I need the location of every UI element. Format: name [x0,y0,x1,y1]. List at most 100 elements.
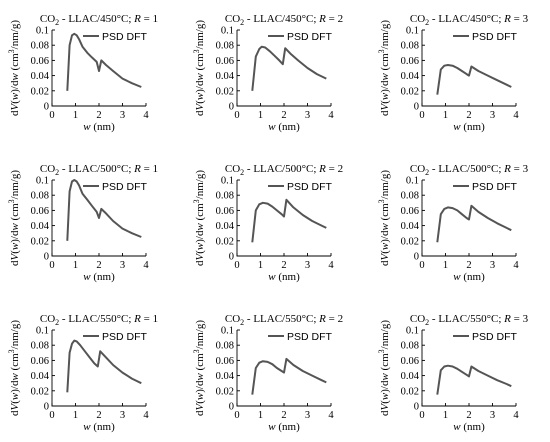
x-tick-label: 0 [49,110,54,121]
legend-label: PSD DFT [472,181,518,193]
legend-label: PSD DFT [472,31,518,43]
series-line-psd-dft [66,339,142,393]
y-tick-label: 0.08 [31,191,49,202]
y-axis-label: dV(w)/dw (cm3/nm/g) [377,320,391,416]
legend: PSD DFT [83,331,148,343]
x-tick-label: 3 [120,260,125,271]
y-tick-label: 0.04 [216,71,235,82]
x-tick-label: 4 [328,410,334,421]
chart-title: CO2 - LLAC/550°C; R = 1 [40,313,158,327]
y-tick-label: 0 [44,402,49,413]
x-axis-label: w (nm) [83,421,115,433]
y-tick-label: 0.06 [31,356,49,367]
legend: PSD DFT [83,31,148,43]
series-line-psd-dft [66,32,142,91]
x-tick-label: 4 [513,410,519,421]
x-tick-label: 1 [73,110,78,121]
y-tick-label: 0.1 [406,26,419,37]
y-tick-label: 0.08 [401,41,419,52]
x-tick-label: 3 [120,110,125,121]
y-tick-label: 0.06 [401,56,419,67]
y-tick-label: 0.1 [36,176,49,187]
y-tick-label: 0.08 [401,341,419,352]
x-tick-label: 0 [49,260,54,271]
y-axis-label: dV(w)/dw (cm3/nm/g) [7,320,21,416]
y-tick-label: 0.02 [401,386,419,397]
y-tick-label: 0.02 [216,86,234,97]
x-tick-label: 3 [490,110,495,121]
y-tick-label: 0.02 [401,86,419,97]
series-line-psd-dft [66,179,142,241]
chart-panel-5: CO2 - LLAC/500°C; R = 2 0 1 2 3 4 0 0.02 0.04 0.0… [192,163,343,283]
chart-panel-1: CO2 - LLAC/450°C; R = 1 0 1 2 3 4 0 0.02 0.04 0.0… [7,13,158,133]
x-tick-label: 4 [328,260,334,271]
chart-title: CO2 - LLAC/450°C; R = 1 [40,13,158,27]
x-tick-label: 2 [96,110,101,121]
chart-panel-4: CO2 - LLAC/500°C; R = 1 0 1 2 3 4 0 0.02 0.04 0.0… [7,163,158,283]
chart-title: CO2 - LLAC/450°C; R = 3 [410,13,529,27]
legend: PSD DFT [453,181,518,193]
y-tick-label: 0.08 [216,191,234,202]
y-tick-label: 0.02 [216,236,234,247]
y-tick-label: 0 [414,252,419,263]
y-tick-label: 0 [229,252,234,263]
x-tick-label: 3 [120,410,125,421]
y-tick-label: 0.1 [221,326,234,337]
x-tick-label: 4 [143,260,149,271]
x-tick-label: 0 [234,410,239,421]
y-axis-label: dV(w)/dw (cm3/nm/g) [192,320,206,416]
x-axis-label: w (nm) [453,421,485,433]
y-tick-label: 0.1 [221,26,234,37]
y-tick-label: 0.1 [406,326,419,337]
x-tick-label: 3 [305,110,310,121]
x-tick-label: 2 [281,110,286,121]
x-tick-label: 0 [419,260,424,271]
y-tick-label: 0.06 [31,56,49,67]
legend: PSD DFT [268,31,333,43]
x-tick-label: 0 [419,410,424,421]
y-tick-label: 0.02 [31,236,49,247]
x-tick-label: 1 [258,260,263,271]
y-tick-label: 0 [229,102,234,113]
y-tick-label: 0 [44,252,49,263]
y-tick-label: 0 [414,402,419,413]
y-tick-label: 0.04 [401,371,420,382]
x-tick-label: 2 [281,410,286,421]
y-tick-label: 0.08 [401,191,419,202]
legend: PSD DFT [268,181,333,193]
x-tick-label: 2 [466,410,471,421]
chart-panel-3: CO2 - LLAC/450°C; R = 3 0 1 2 3 4 0 0.02 0.04 0.0… [377,13,529,133]
series-line-psd-dft [251,198,327,243]
x-tick-label: 0 [419,110,424,121]
y-tick-label: 0 [44,102,49,113]
x-tick-label: 1 [73,260,78,271]
legend: PSD DFT [268,331,333,343]
x-tick-label: 3 [490,410,495,421]
y-tick-label: 0.08 [216,341,234,352]
y-tick-label: 0.04 [401,221,420,232]
legend-label: PSD DFT [102,331,148,343]
y-tick-label: 0.02 [216,386,234,397]
y-tick-label: 0.06 [216,206,234,217]
y-axis-label: dV(w)/dw (cm3/nm/g) [377,170,391,266]
y-tick-label: 0.06 [31,206,49,217]
chart-title: CO2 - LLAC/450°C; R = 2 [225,13,343,27]
chart-title: CO2 - LLAC/500°C; R = 3 [410,163,529,177]
x-tick-label: 0 [49,410,54,421]
x-axis-label: w (nm) [83,121,115,133]
y-tick-label: 0.08 [216,41,234,52]
chart-panel-2: CO2 - LLAC/450°C; R = 2 0 1 2 3 4 0 0.02 0.04 0.0… [192,13,343,133]
y-tick-label: 0 [414,102,419,113]
x-axis-label: w (nm) [453,121,485,133]
y-tick-label: 0.02 [401,236,419,247]
y-tick-label: 0 [229,402,234,413]
chart-panel-8: CO2 - LLAC/550°C; R = 2 0 1 2 3 4 0 0.02 0.04 0.0… [192,313,343,433]
legend-label: PSD DFT [287,181,333,193]
series-line-psd-dft [436,364,512,395]
chart-panel-7: CO2 - LLAC/550°C; R = 1 0 1 2 3 4 0 0.02 0.04 0.0… [7,313,158,433]
legend-label: PSD DFT [287,331,333,343]
x-tick-label: 4 [328,110,334,121]
y-tick-label: 0.04 [31,221,50,232]
y-axis-label: dV(w)/dw (cm3/nm/g) [192,170,206,266]
series-line-psd-dft [436,204,512,243]
